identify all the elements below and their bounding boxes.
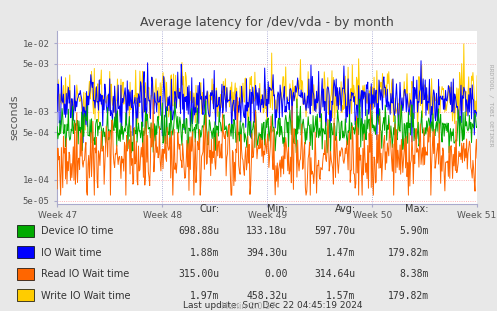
Text: 5.90m: 5.90m [399, 226, 429, 236]
Text: Munin 2.0.57: Munin 2.0.57 [221, 302, 276, 311]
Text: 133.18u: 133.18u [247, 226, 287, 236]
Y-axis label: seconds: seconds [10, 95, 20, 140]
Text: 458.32u: 458.32u [247, 291, 287, 301]
Text: 8.38m: 8.38m [399, 269, 429, 279]
Text: 179.82m: 179.82m [388, 248, 429, 258]
Text: 1.88m: 1.88m [190, 248, 219, 258]
Text: 1.57m: 1.57m [326, 291, 356, 301]
Title: Average latency for /dev/vda - by month: Average latency for /dev/vda - by month [140, 16, 394, 29]
Text: 1.97m: 1.97m [190, 291, 219, 301]
FancyBboxPatch shape [17, 268, 34, 280]
Text: Read IO Wait time: Read IO Wait time [41, 269, 130, 279]
Text: Avg:: Avg: [334, 204, 356, 215]
Text: Cur:: Cur: [199, 204, 219, 215]
Text: 315.00u: 315.00u [178, 269, 219, 279]
Text: Min:: Min: [267, 204, 287, 215]
Text: Device IO time: Device IO time [41, 226, 114, 236]
FancyBboxPatch shape [17, 225, 34, 237]
Text: RRDTOOL / TOBI OETIKER: RRDTOOL / TOBI OETIKER [489, 64, 494, 147]
Text: Write IO Wait time: Write IO Wait time [41, 291, 131, 301]
Text: 314.64u: 314.64u [315, 269, 356, 279]
Text: Max:: Max: [405, 204, 429, 215]
Text: 597.70u: 597.70u [315, 226, 356, 236]
FancyBboxPatch shape [17, 246, 34, 258]
Text: 179.82m: 179.82m [388, 291, 429, 301]
Text: Last update: Sun Dec 22 04:45:19 2024: Last update: Sun Dec 22 04:45:19 2024 [183, 301, 363, 310]
Text: IO Wait time: IO Wait time [41, 248, 102, 258]
Text: 1.47m: 1.47m [326, 248, 356, 258]
Text: 394.30u: 394.30u [247, 248, 287, 258]
Text: 698.88u: 698.88u [178, 226, 219, 236]
Text: 0.00: 0.00 [264, 269, 287, 279]
FancyBboxPatch shape [17, 289, 34, 301]
